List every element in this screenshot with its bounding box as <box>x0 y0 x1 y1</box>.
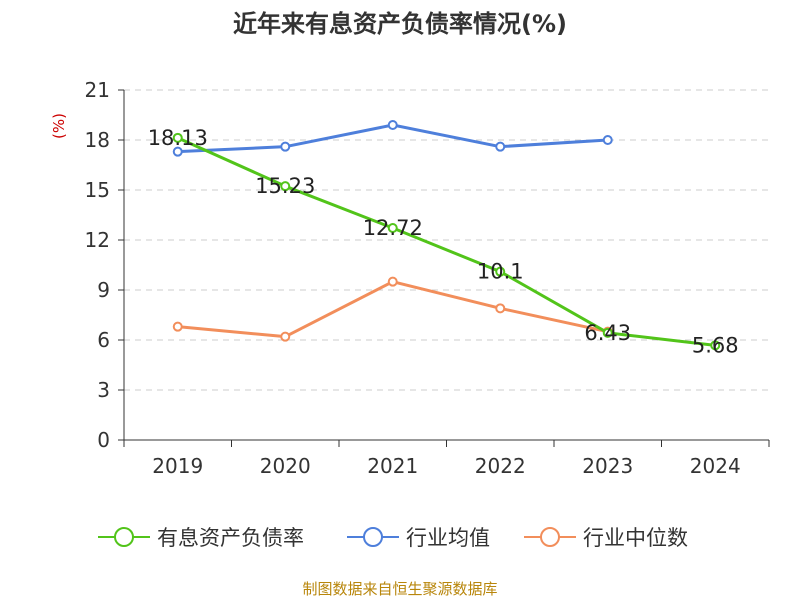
legend-label: 有息资产负债率 <box>157 526 304 550</box>
legend-marker <box>363 527 383 547</box>
data-point <box>280 331 291 342</box>
y-tick-label: 3 <box>97 378 110 402</box>
data-point <box>387 120 398 130</box>
data-label: 6.43 <box>584 321 631 345</box>
legend-marker <box>540 527 560 547</box>
data-label: 12.72 <box>363 216 423 240</box>
data-point <box>280 181 291 192</box>
x-tick-label: 2019 <box>152 454 203 478</box>
data-label: 10.1 <box>477 260 524 284</box>
data-point <box>710 340 721 351</box>
data-point <box>602 327 613 338</box>
data-label: 18.13 <box>148 126 208 150</box>
y-tick-label: 21 <box>85 78 110 102</box>
data-point <box>495 266 506 277</box>
legend-marker <box>114 527 134 547</box>
x-tick-label: 2020 <box>260 454 311 478</box>
y-tick-label: 18 <box>85 128 110 152</box>
data-point <box>495 303 506 314</box>
chart-title: 近年来有息资产负债率情况(%) <box>233 10 567 38</box>
data-point <box>387 223 398 233</box>
source-note: 制图数据来自恒生聚源数据库 <box>302 580 498 598</box>
data-label: 15.23 <box>255 174 315 198</box>
y-tick-label: 0 <box>97 428 110 452</box>
data-point <box>172 321 183 332</box>
data-point <box>495 141 506 152</box>
data-point <box>280 141 291 152</box>
x-tick-label: 2022 <box>475 454 526 478</box>
x-tick-label: 2021 <box>367 454 418 478</box>
data-label: 5.68 <box>692 333 739 357</box>
y-tick-label: 6 <box>97 328 110 352</box>
series-line <box>177 136 716 347</box>
y-tick-label: 15 <box>85 178 110 202</box>
legend-label: 行业均值 <box>406 526 490 550</box>
x-tick-label: 2023 <box>582 454 633 478</box>
y-axis-unit-label: (%) <box>50 113 68 139</box>
data-point <box>602 135 613 145</box>
y-tick-label: 12 <box>85 228 110 252</box>
data-point <box>172 132 183 143</box>
y-tick-label: 9 <box>97 278 110 302</box>
data-point <box>387 276 398 287</box>
data-point <box>172 146 183 157</box>
x-tick-label: 2024 <box>690 454 741 478</box>
legend-label: 行业中位数 <box>583 526 688 550</box>
